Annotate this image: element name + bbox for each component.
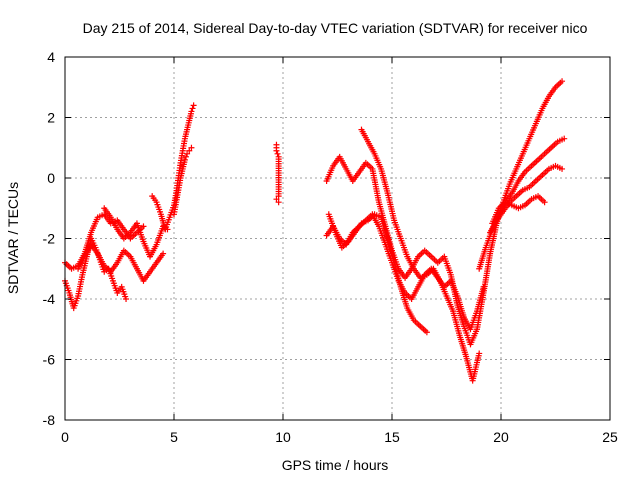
data-points: [62, 78, 568, 384]
data-point-sat-e: [188, 108, 195, 115]
y-tick-label: 0: [47, 170, 55, 186]
x-tick-label: 5: [170, 429, 178, 445]
data-point-sat-k: [476, 350, 483, 357]
y-tick-label: -6: [43, 352, 56, 368]
data-point-sat-j: [423, 329, 430, 336]
data-point-sat-g: [275, 193, 282, 200]
y-tick-label: 4: [47, 49, 55, 65]
data-point-sat-a: [140, 223, 147, 230]
axis-ticks: 0 5 10 15 20 25 -8 -6 -4 -2 0 2 4: [43, 49, 618, 445]
data-point-sat-e: [189, 105, 196, 112]
data-point-sat-f: [186, 147, 193, 154]
y-tick-label: -8: [43, 412, 56, 428]
x-tick-label: 10: [275, 429, 291, 445]
x-tick-label: 15: [384, 429, 400, 445]
data-point-sat-i: [480, 283, 487, 290]
x-axis-title: GPS time / hours: [282, 457, 389, 473]
data-point-sat-f: [182, 153, 189, 160]
data-point-sat-n: [541, 199, 548, 206]
data-point-sat-f: [181, 156, 188, 163]
data-point-sat-g: [275, 199, 282, 206]
data-point-sat-g: [273, 147, 280, 154]
y-axis-title: SDTVAR / TECUs: [5, 182, 21, 294]
x-tick-label: 20: [493, 429, 509, 445]
x-tick-label: 25: [602, 429, 618, 445]
data-point-sat-l: [561, 135, 568, 142]
data-point-sat-b: [123, 296, 130, 302]
data-point-sat-f: [184, 150, 191, 157]
x-tick-label: 0: [61, 429, 69, 445]
data-point-sat-m: [559, 165, 566, 172]
y-tick-label: -2: [43, 231, 56, 247]
y-tick-label: -4: [43, 291, 56, 307]
y-tick-label: 2: [47, 110, 55, 126]
grid: [65, 57, 610, 420]
data-point-sat-f: [188, 144, 195, 151]
chart-title: Day 215 of 2014, Sidereal Day-to-day VTE…: [83, 20, 588, 36]
data-point-sat-h: [559, 78, 566, 85]
data-point-sat-g: [274, 150, 281, 157]
data-point-sat-c: [160, 250, 167, 257]
data-point-sat-g: [273, 196, 280, 203]
data-point-sat-e: [190, 102, 197, 109]
